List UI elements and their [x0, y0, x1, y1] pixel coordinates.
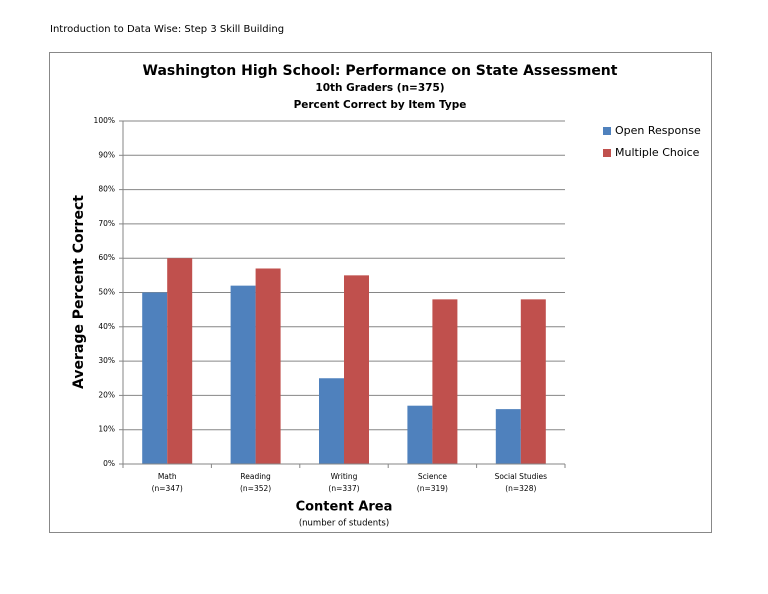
legend-swatch — [603, 127, 611, 135]
legend-label: Open Response — [615, 124, 701, 137]
chart-subtitle: Percent Correct by Item Type — [294, 99, 467, 111]
bar — [407, 405, 433, 464]
bar — [495, 409, 521, 464]
y-tick-label: 80% — [98, 185, 115, 194]
x-tick-count: (n=319) — [417, 484, 448, 493]
x-tick-count: (n=337) — [328, 484, 359, 493]
bar — [520, 299, 546, 464]
bar — [255, 268, 281, 464]
bar — [344, 275, 369, 464]
y-tick-label: 90% — [98, 150, 115, 159]
chart-title: Washington High School: Performance on S… — [143, 63, 618, 79]
x-tick-count: (n=328) — [505, 484, 536, 493]
x-tick-count: (n=352) — [240, 484, 271, 493]
x-tick-count: (n=347) — [152, 484, 183, 493]
bar — [142, 292, 168, 464]
y-axis-title: Average Percent Correct — [71, 195, 87, 389]
y-tick-label: 100% — [94, 116, 115, 125]
x-axis-note: (number of students) — [299, 519, 389, 529]
x-tick-label: Math — [158, 472, 177, 481]
chart-subtitle: 10th Graders (n=375) — [315, 82, 444, 94]
legend-label: Multiple Choice — [615, 146, 700, 159]
x-axis-title: Content Area — [296, 500, 393, 515]
y-tick-label: 0% — [103, 459, 115, 468]
x-tick-label: Social Studies — [495, 472, 548, 481]
bar — [432, 299, 458, 464]
bar — [230, 285, 256, 464]
bar — [319, 378, 344, 464]
legend-swatch — [603, 149, 611, 157]
y-tick-label: 10% — [98, 425, 115, 434]
bar — [167, 258, 193, 464]
y-tick-label: 60% — [98, 253, 115, 262]
x-tick-label: Reading — [240, 472, 271, 481]
x-tick-label: Writing — [331, 472, 358, 481]
y-tick-label: 30% — [98, 356, 115, 365]
x-tick-label: Science — [418, 472, 447, 481]
y-tick-label: 50% — [98, 288, 115, 297]
y-tick-label: 70% — [98, 219, 115, 228]
y-tick-label: 40% — [98, 322, 115, 331]
page-header: Introduction to Data Wise: Step 3 Skill … — [50, 24, 284, 35]
y-tick-label: 20% — [98, 390, 115, 399]
